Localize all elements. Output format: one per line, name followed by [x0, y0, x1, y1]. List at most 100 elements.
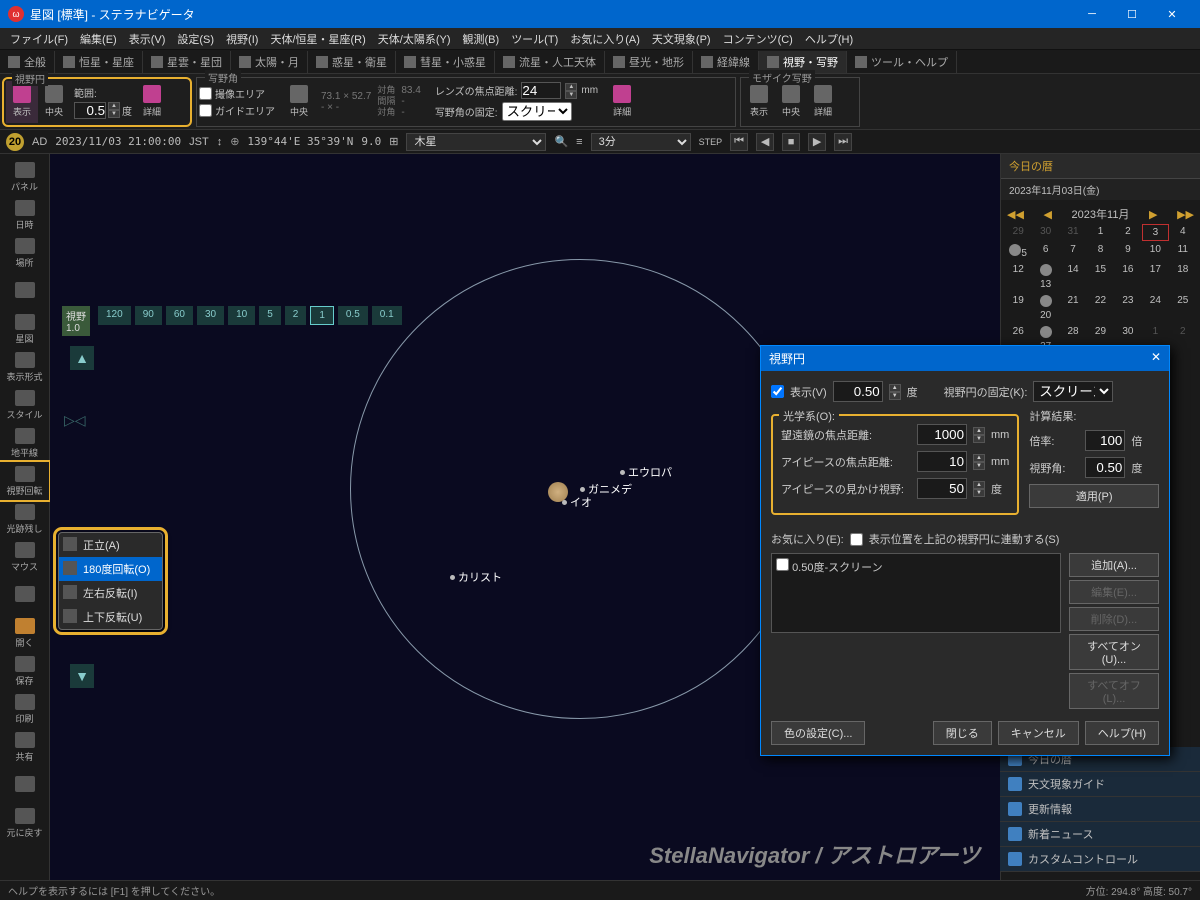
sidebar-item[interactable]: 場所	[0, 234, 49, 272]
mosaic-center[interactable]: 中央	[775, 81, 807, 123]
tab[interactable]: 彗星・小惑星	[396, 51, 495, 73]
cal-day[interactable]: 22	[1087, 293, 1113, 323]
ctx-item[interactable]: 正立(A)	[59, 533, 162, 557]
sidebar-item[interactable]: パネル	[0, 158, 49, 196]
fov-btn[interactable]: 0.5	[338, 306, 368, 325]
sidebar-item[interactable]: 表示形式	[0, 348, 49, 386]
fav-listbox[interactable]: 0.50度-スクリーン	[771, 553, 1061, 633]
lens-input[interactable]	[521, 82, 561, 99]
cal-day[interactable]: 13	[1032, 262, 1058, 292]
dialog-close-icon[interactable]: ✕	[1151, 350, 1161, 367]
ctx-item[interactable]: 180度回転(O)	[59, 557, 162, 581]
menu-item[interactable]: 表示(V)	[123, 31, 172, 47]
cal-day[interactable]: 25	[1170, 293, 1196, 323]
cal-day[interactable]: 17	[1142, 262, 1168, 292]
menu-item[interactable]: ファイル(F)	[4, 31, 74, 47]
cal-day[interactable]: 12	[1005, 262, 1031, 292]
menu-item[interactable]: 天体/恒星・星座(R)	[264, 31, 371, 47]
capture-checkbox[interactable]	[199, 86, 212, 101]
tab[interactable]: 惑星・衛星	[308, 51, 396, 73]
cal-day[interactable]: 16	[1115, 262, 1141, 292]
right-link[interactable]: カスタムコントロール	[1000, 847, 1200, 872]
target-select[interactable]: 木星	[406, 133, 546, 151]
grid-icon[interactable]: ⊞	[389, 135, 398, 148]
cal-day[interactable]: 14	[1060, 262, 1086, 292]
tab[interactable]: 昼光・地形	[605, 51, 693, 73]
menu-item[interactable]: 設定(S)	[171, 31, 220, 47]
mosaic-detail[interactable]: 詳細	[807, 81, 839, 123]
close-button[interactable]: ✕	[1152, 0, 1192, 28]
sidebar-item[interactable]: 元に戻す	[0, 804, 49, 842]
sidebar-item[interactable]: マウス	[0, 538, 49, 576]
cal-day[interactable]: 2	[1170, 324, 1196, 354]
cal-day[interactable]: 20	[1032, 293, 1058, 323]
interval-select[interactable]: 3分	[591, 133, 691, 151]
stop-button[interactable]: ■	[782, 133, 800, 151]
minimize-button[interactable]: ─	[1072, 0, 1112, 28]
sidebar-item[interactable]	[0, 576, 49, 614]
cal-day[interactable]: 18	[1170, 262, 1196, 292]
tab[interactable]: 恒星・星座	[55, 51, 143, 73]
play-button[interactable]: ▶	[808, 133, 826, 151]
cal-day[interactable]: 5	[1005, 242, 1031, 261]
sidebar-item[interactable]: 開く	[0, 614, 49, 652]
ctx-item[interactable]: 上下反転(U)	[59, 605, 162, 629]
up-arrow[interactable]: ▲	[70, 346, 94, 370]
search-icon[interactable]: 🔍	[554, 135, 568, 148]
cal-day[interactable]: 2	[1115, 224, 1141, 241]
detail-button[interactable]: 詳細	[136, 81, 168, 123]
cal-day[interactable]: 21	[1060, 293, 1086, 323]
sync-icon[interactable]: ↕	[217, 136, 223, 148]
guide-checkbox[interactable]	[199, 103, 212, 118]
fov-btn[interactable]: 2	[285, 306, 307, 325]
cal-next[interactable]: ▶	[1149, 208, 1157, 221]
sidebar-item[interactable]: 印刷	[0, 690, 49, 728]
dlg-fix-select[interactable]: スクリーン	[1033, 381, 1113, 402]
tab[interactable]: ツール・ヘルプ	[847, 51, 957, 73]
step-icon[interactable]: STEP	[699, 137, 723, 147]
cal-day[interactable]: 29	[1005, 224, 1031, 241]
menu-item[interactable]: 天文現象(P)	[646, 31, 717, 47]
color-button[interactable]: 色の設定(C)...	[771, 721, 865, 745]
ctx-item[interactable]: 左右反転(I)	[59, 581, 162, 605]
cal-day[interactable]: 9	[1115, 242, 1141, 261]
cal-day[interactable]: 3	[1142, 224, 1168, 241]
cal-day[interactable]: 19	[1005, 293, 1031, 323]
alloff-button[interactable]: すべてオフ(L)...	[1069, 673, 1159, 709]
fov-btn[interactable]: 0.1	[372, 306, 402, 325]
add-button[interactable]: 追加(A)...	[1069, 553, 1159, 577]
fov-btn[interactable]: 120	[98, 306, 131, 325]
center-button[interactable]: 中央	[38, 81, 70, 123]
fov-btn[interactable]: 1	[310, 306, 334, 325]
apply-button[interactable]: 適用(P)	[1029, 484, 1159, 508]
right-link[interactable]: 新着ニュース	[1000, 822, 1200, 847]
cal-day[interactable]: 7	[1060, 242, 1086, 261]
app-input[interactable]	[917, 478, 967, 499]
tab[interactable]: 全般	[0, 51, 55, 73]
allon-button[interactable]: すべてオン(U)...	[1069, 634, 1159, 670]
right-link[interactable]: 更新情報	[1000, 797, 1200, 822]
sidebar-item[interactable]: スタイル	[0, 386, 49, 424]
cal-day[interactable]: 10	[1142, 242, 1168, 261]
cal-day[interactable]: 23	[1115, 293, 1141, 323]
cal-day[interactable]: 31	[1060, 224, 1086, 241]
sync-check[interactable]	[850, 533, 863, 546]
eye-input[interactable]	[917, 451, 967, 472]
sidebar-item[interactable]: 視野回転	[0, 462, 49, 500]
del-button[interactable]: 削除(D)...	[1069, 607, 1159, 631]
edit-button[interactable]: 編集(E)...	[1069, 580, 1159, 604]
cal-day[interactable]: 6	[1032, 242, 1058, 261]
cal-day[interactable]: 4	[1170, 224, 1196, 241]
cal-prev[interactable]: ◀	[1044, 208, 1052, 221]
menu-item[interactable]: 天体/太陽系(Y)	[372, 31, 457, 47]
tele-input[interactable]	[917, 424, 967, 445]
cal-day[interactable]: 1	[1087, 224, 1113, 241]
fix-select[interactable]: スクリーン	[502, 102, 572, 121]
cal-next-year[interactable]: ▶▶	[1177, 208, 1194, 221]
cal-day[interactable]: 11	[1170, 242, 1196, 261]
dlg-fov-input[interactable]	[833, 381, 883, 402]
cal-prev-year[interactable]: ◀◀	[1007, 208, 1024, 221]
show-button[interactable]: 表示	[6, 81, 38, 123]
fov-btn[interactable]: 60	[166, 306, 193, 325]
fov-btn[interactable]: 10	[228, 306, 255, 325]
